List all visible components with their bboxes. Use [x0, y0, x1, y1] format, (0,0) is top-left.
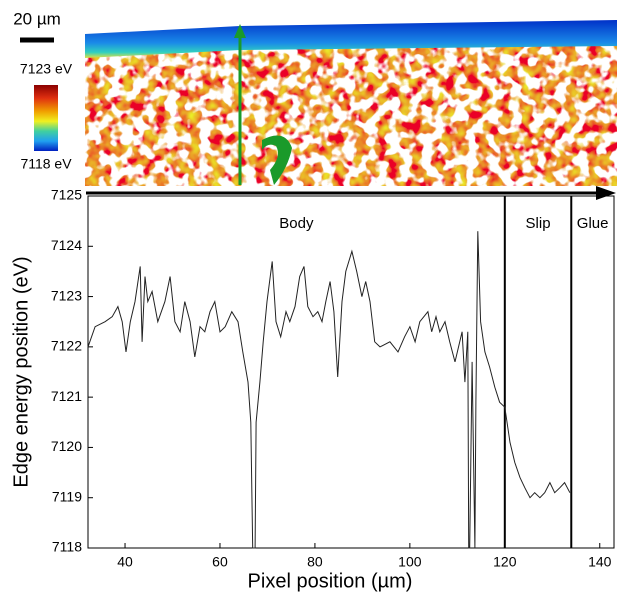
x-tick-label: 120	[493, 554, 517, 570]
y-axis-label: Edge energy position (eV)	[10, 256, 32, 487]
rotate-arrow	[262, 135, 292, 185]
y-tick-label: 7124	[51, 237, 82, 253]
colorbar-min: 7118 eV	[20, 156, 72, 172]
colorbar	[34, 85, 58, 151]
resin-band	[85, 20, 617, 58]
region-label: Glue	[577, 215, 609, 232]
plot-frame	[87, 195, 615, 549]
x-tick-label: 140	[588, 554, 612, 570]
x-tick-label: 80	[307, 554, 323, 570]
x-tick-label: 100	[398, 554, 422, 570]
region-label: Slip	[526, 215, 551, 232]
y-tick-label: 7119	[52, 488, 82, 504]
x-axis-label: Pixel position (µm)	[248, 570, 413, 592]
scan-arrow-head	[234, 24, 246, 38]
x-tick-label: 60	[212, 554, 228, 570]
section-arrow-head	[596, 186, 616, 200]
y-tick-label: 7122	[51, 338, 82, 354]
colorbar-max: 7123 eV	[20, 61, 73, 77]
region-label: Body	[279, 215, 314, 232]
scale-bar-label: 20 µm	[13, 9, 61, 28]
y-tick-label: 7118	[52, 539, 82, 555]
y-tick-label: 7125	[51, 187, 82, 203]
sample-texture	[85, 40, 617, 186]
y-tick-label: 7123	[51, 287, 82, 303]
y-tick-label: 7120	[51, 438, 82, 454]
y-tick-label: 7121	[51, 388, 82, 404]
data-line	[87, 231, 571, 549]
x-tick-label: 40	[117, 554, 133, 570]
micrograph	[85, 20, 617, 186]
